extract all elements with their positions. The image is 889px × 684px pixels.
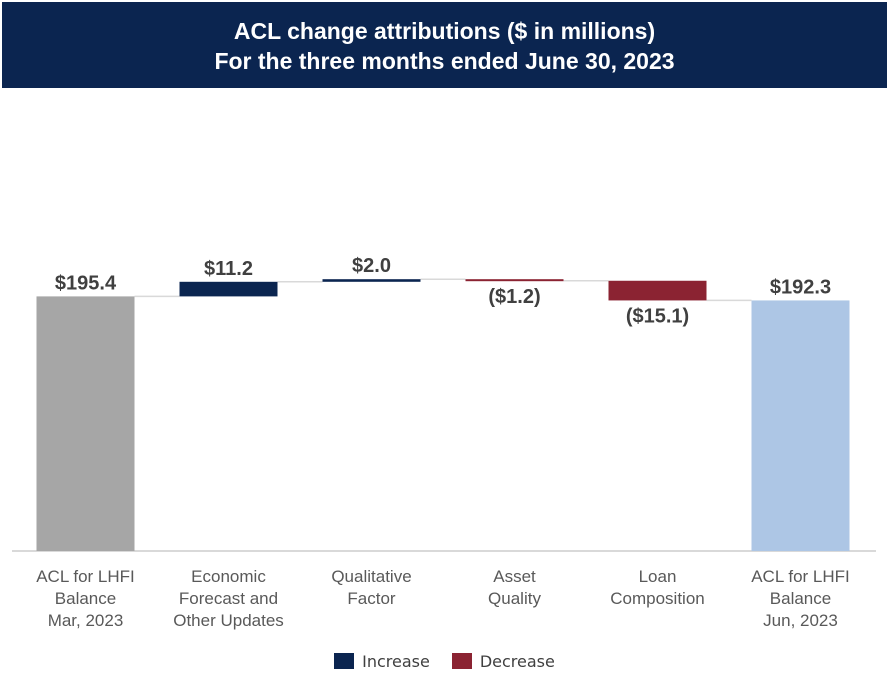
category-label-2-line-1: Economic <box>191 567 266 586</box>
legend-swatch-decrease <box>451 653 472 669</box>
category-label-3-line-2: Factor <box>347 589 396 608</box>
data-label-1: $195.4 <box>55 272 117 294</box>
data-label-6: $192.3 <box>770 276 831 298</box>
category-label-5-line-2: Composition <box>610 589 705 608</box>
category-label-2-line-3: Other Updates <box>173 611 284 630</box>
category-label-4-line-1: Asset <box>493 567 536 586</box>
category-label-4-line-2: Quality <box>488 589 541 608</box>
category-label-1-line-3: Mar, 2023 <box>48 611 124 630</box>
data-label-3: $2.0 <box>352 255 391 277</box>
legend-label-decrease: Decrease <box>479 651 555 671</box>
chart-header: ACL change attributions ($ in millions) … <box>2 2 887 88</box>
category-label-5-line-1: Loan <box>639 567 677 586</box>
category-label-6-line-3: Jun, 2023 <box>763 611 838 630</box>
legend-label-increase: Increase <box>362 651 430 671</box>
chart-title: ACL change attributions ($ in millions) <box>233 18 656 44</box>
chart-subtitle: For the three months ended June 30, 2023 <box>214 48 675 74</box>
category-label-2-line-2: Forecast and <box>179 589 278 608</box>
category-label-1-line-1: ACL for LHFI <box>36 567 135 586</box>
bar-2 <box>179 281 278 297</box>
legend-item-increase: Increase <box>334 652 430 671</box>
bar-6 <box>751 300 850 551</box>
data-label-5: ($15.1) <box>626 305 689 327</box>
data-label-2: $11.2 <box>204 258 253 280</box>
category-label-3-line-1: Qualitative <box>331 567 411 586</box>
bar-5 <box>608 280 707 301</box>
chart-legend: Increase Decrease <box>0 650 889 672</box>
category-label-1-line-2: Balance <box>55 589 116 608</box>
bar-1 <box>36 296 135 551</box>
category-label-6-line-1: ACL for LHFI <box>751 567 850 586</box>
data-label-4: ($1.2) <box>488 286 540 308</box>
legend-item-decrease: Decrease <box>451 651 555 671</box>
bar-3 <box>322 279 421 282</box>
category-label-6-line-2: Balance <box>770 589 831 608</box>
bar-4 <box>465 279 564 282</box>
legend-swatch-increase <box>334 653 355 669</box>
